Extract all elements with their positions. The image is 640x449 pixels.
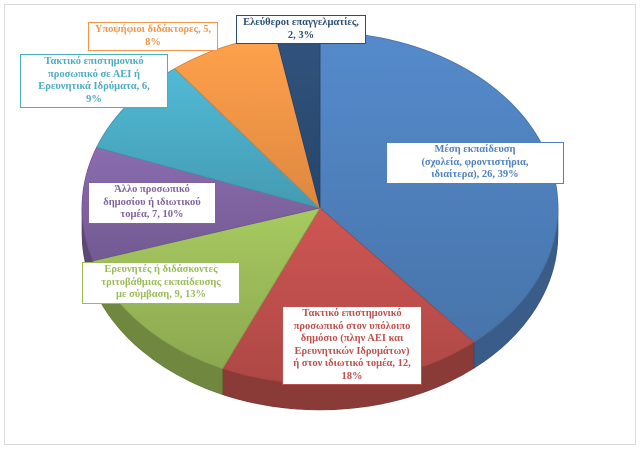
data-label-2: Τακτικό επιστημονικό προσωπικό στον υπόλ…	[282, 306, 422, 385]
chart-frame	[4, 4, 636, 445]
data-label-4: Άλλο προσωπικό δημοσίου ή ιδιωτικού τομέ…	[88, 182, 216, 224]
data-label-6: Υποψήφιοι διδάκτορες, 5, 8%	[88, 22, 218, 51]
data-label-5: Τακτικό επιστημονικό προσωπικό σε ΑΕΙ ή …	[20, 54, 168, 108]
data-label-3: Ερευνητές ή διδάσκοντες τριτοβάθμιας εκπ…	[82, 262, 240, 304]
data-label-1: Μέση εκπαίδευση (σχολεία, φροντιστήρια, …	[386, 142, 564, 184]
data-label-7: Ελεύθεροι επαγγελματίες, 2, 3%	[236, 15, 366, 44]
